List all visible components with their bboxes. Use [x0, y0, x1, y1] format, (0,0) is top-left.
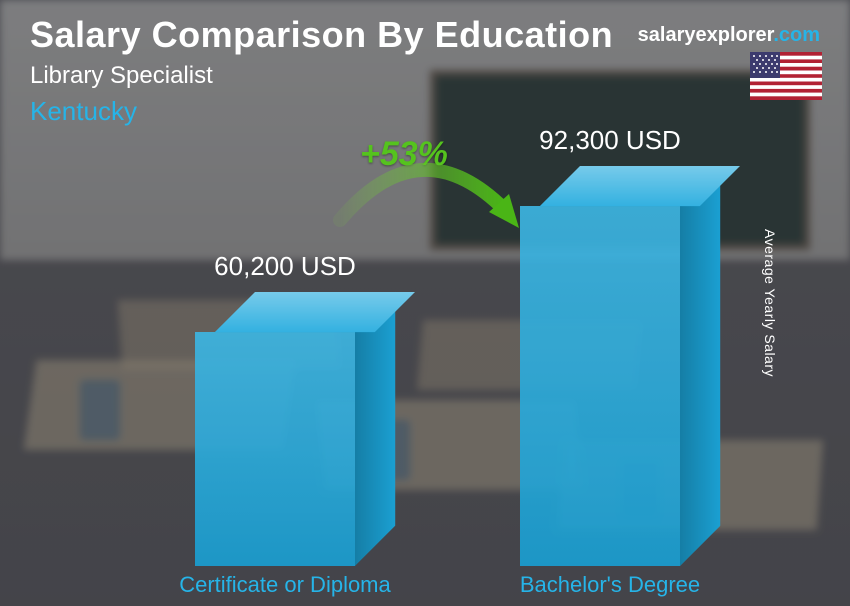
- increase-arrow-icon: [0, 0, 850, 606]
